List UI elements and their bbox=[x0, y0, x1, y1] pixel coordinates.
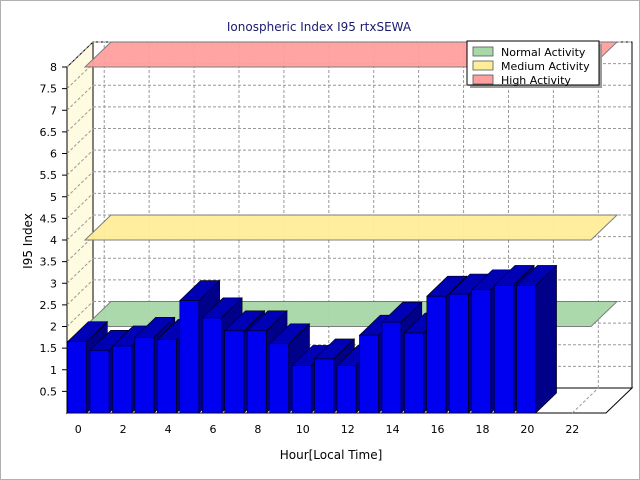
legend-swatch bbox=[472, 46, 494, 57]
y-tick-label: 2.5 bbox=[40, 299, 58, 312]
legend-label: Medium Activity bbox=[501, 60, 590, 73]
gridline-y-side bbox=[66, 171, 94, 198]
y-tick-label: 6.5 bbox=[40, 126, 58, 139]
bar-front bbox=[112, 345, 132, 414]
gridline-y-side bbox=[66, 301, 94, 327]
x-tick-label: 18 bbox=[475, 423, 489, 436]
legend-label: High Activity bbox=[501, 74, 571, 87]
x-axis-label: Hour[Local Time] bbox=[280, 448, 383, 462]
y-tick-label: 5.5 bbox=[40, 169, 58, 182]
bar-front bbox=[404, 332, 424, 414]
bar-front bbox=[179, 300, 200, 414]
x-tick-label: 8 bbox=[254, 423, 261, 436]
bar-front bbox=[359, 334, 379, 414]
gridline-y-side bbox=[66, 149, 94, 176]
bar-front bbox=[246, 330, 267, 414]
bar-front bbox=[448, 293, 469, 414]
y-tick-label: 4 bbox=[50, 234, 57, 247]
bar-front bbox=[269, 343, 290, 414]
chart-title: Ionospheric Index I95 rtxSEWA bbox=[227, 20, 412, 34]
gridline-y-side bbox=[66, 63, 94, 89]
y-tick-label: 2 bbox=[50, 321, 57, 334]
bar-series bbox=[66, 264, 558, 414]
bar-front bbox=[201, 317, 222, 414]
bar-front bbox=[471, 289, 492, 414]
x-tick-label: 6 bbox=[209, 423, 216, 436]
y-axis-label: I95 Index bbox=[21, 213, 35, 269]
bar-front bbox=[493, 285, 514, 414]
gridline-y-side bbox=[66, 128, 94, 154]
y-tick-label: 7 bbox=[50, 104, 57, 117]
bar-front bbox=[67, 341, 87, 414]
gridline-x-floor bbox=[571, 387, 599, 414]
y-tick-label: 0.5 bbox=[40, 385, 58, 398]
bar-side bbox=[535, 264, 557, 414]
bar-front bbox=[336, 365, 357, 414]
x-tick-label: 16 bbox=[431, 423, 445, 436]
bar-front bbox=[89, 349, 110, 414]
bar-front bbox=[426, 295, 447, 414]
band-medium-activity bbox=[83, 214, 619, 241]
bar-front bbox=[314, 358, 334, 414]
x-tick-label: 4 bbox=[165, 423, 172, 436]
x-tick-label: 20 bbox=[520, 423, 534, 436]
gridline-y-side bbox=[66, 84, 94, 111]
y-tick-label: 3 bbox=[50, 277, 57, 290]
x-tick-label: 22 bbox=[565, 423, 579, 436]
bar-front bbox=[291, 365, 312, 414]
y-tick-label: 4.5 bbox=[40, 212, 58, 225]
legend-swatch bbox=[472, 60, 494, 71]
bar-front bbox=[157, 339, 177, 414]
y-tick-label: 6 bbox=[50, 148, 57, 161]
legend-label: Normal Activity bbox=[501, 46, 586, 59]
tick-labels: 0.5 1 1.5 2 2.5 3 3.5 4 4.5 5 5.5 6 6.5 7 7.5 8 0 2 4 6 8 10 1… bbox=[40, 61, 580, 436]
gridline-y-side bbox=[66, 41, 94, 68]
y-tick-label: 1.5 bbox=[40, 342, 58, 355]
y-tick-label: 1 bbox=[50, 364, 57, 377]
bar-front bbox=[516, 285, 537, 414]
gridline-y-side bbox=[66, 257, 94, 284]
bar bbox=[515, 264, 558, 414]
x-tick-label: 2 bbox=[120, 423, 127, 436]
gridline-y-side bbox=[66, 236, 94, 262]
legend-swatch bbox=[472, 74, 494, 85]
x-tick-label: 10 bbox=[296, 423, 310, 436]
gridline-y-side bbox=[66, 279, 94, 306]
gridline-y-side bbox=[66, 106, 94, 133]
y-tick-label: 3.5 bbox=[40, 256, 58, 269]
y-tick-label: 7.5 bbox=[40, 83, 58, 96]
y-tick-label: 8 bbox=[50, 61, 57, 74]
gridline-y-side bbox=[66, 193, 94, 219]
bar-front bbox=[224, 330, 245, 414]
x-tick-label: 0 bbox=[75, 423, 82, 436]
x-tick-label: 12 bbox=[341, 423, 355, 436]
x-tick-label: 14 bbox=[386, 423, 400, 436]
bar-front bbox=[134, 337, 155, 414]
bar-front bbox=[381, 321, 402, 414]
gridline-y-side bbox=[66, 214, 94, 241]
y-tick-label: 5 bbox=[50, 191, 57, 204]
